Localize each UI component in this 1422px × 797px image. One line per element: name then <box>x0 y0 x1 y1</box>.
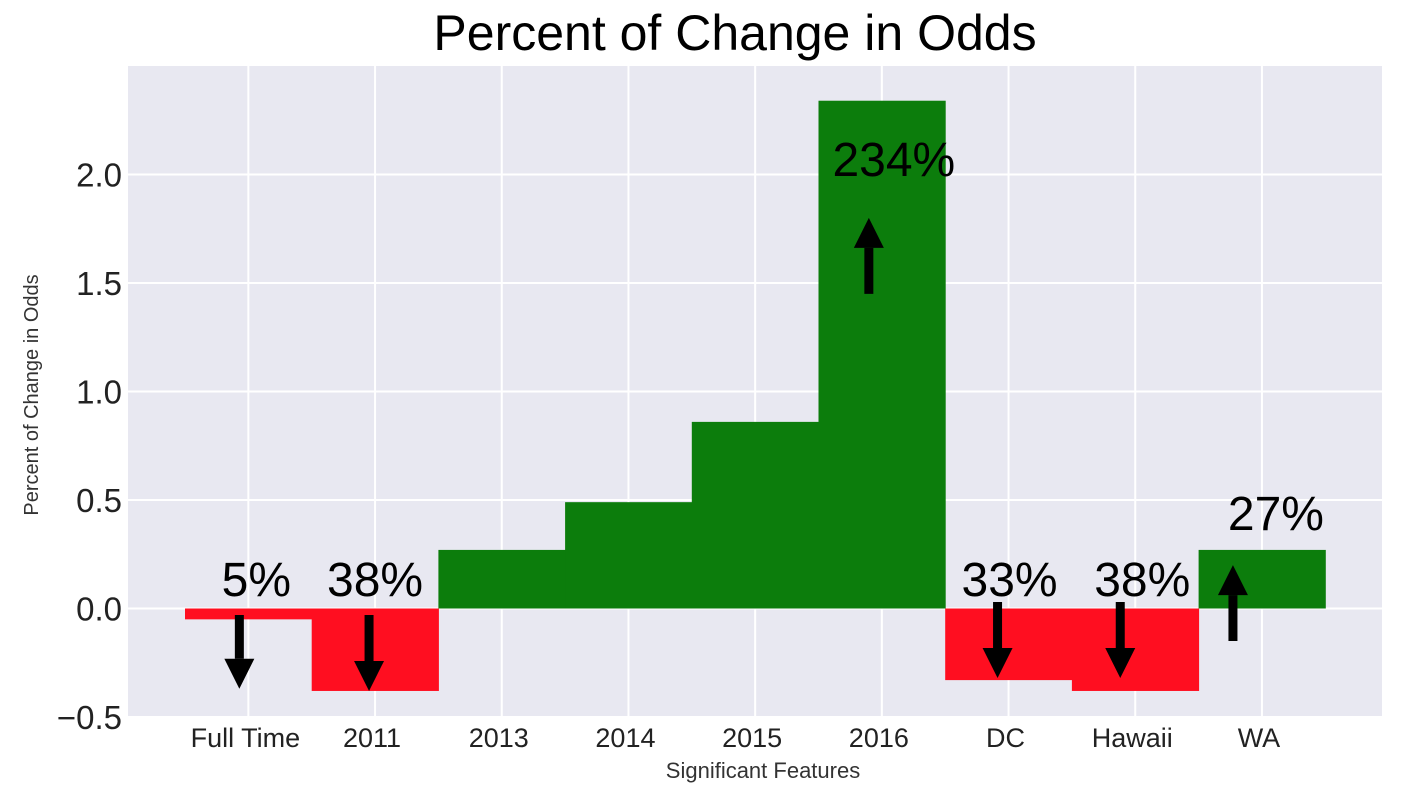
y-tick-label: 2.0 <box>76 157 122 194</box>
bar-wa <box>1198 549 1326 609</box>
x-tick-label: DC <box>986 723 1025 753</box>
y-axis-label: Percent of Change in Odds <box>21 274 43 515</box>
bar-full-time <box>185 608 313 620</box>
chart-title: Percent of Change in Odds <box>433 5 1036 61</box>
annotation-label-wa: 27% <box>1228 488 1324 541</box>
x-tick-label: 2015 <box>722 723 782 753</box>
arrow-down-2011 <box>354 615 385 691</box>
annotation-label-2016: 234% <box>832 134 955 187</box>
bar-2013 <box>438 549 566 609</box>
y-tick-label: 1.0 <box>76 374 122 411</box>
y-ticks: −0.5 0.0 0.5 1.0 1.5 2.0 <box>57 157 122 737</box>
annotation-label-full-time: 5% <box>222 554 291 607</box>
arrow-down-hawaii <box>1105 601 1136 678</box>
bar-2014 <box>565 502 693 609</box>
labels-layer: 5% 38% 234% 33% 38% 27% <box>222 134 1324 607</box>
bars-layer <box>185 100 1326 691</box>
x-tick-label: Hawaii <box>1092 723 1173 753</box>
x-tick-label: 2011 <box>343 723 401 753</box>
bar-dc <box>945 608 1073 681</box>
x-tick-label: WA <box>1238 723 1281 753</box>
y-tick-label: −0.5 <box>57 699 122 736</box>
x-tick-label: 2013 <box>469 723 529 753</box>
x-tick-label: Full Time <box>191 723 301 753</box>
bar-2011 <box>311 608 439 691</box>
annotation-label-hawaii: 38% <box>1094 554 1190 607</box>
bar-hawaii <box>1071 608 1200 691</box>
annotation-label-2011: 38% <box>327 554 423 607</box>
arrows-layer <box>224 217 1248 691</box>
bar-2016 <box>818 100 946 609</box>
arrow-up-2016 <box>853 217 884 294</box>
annotation-label-dc: 33% <box>962 554 1058 607</box>
arrow-down-full-time <box>224 615 255 689</box>
x-tick-label: 2016 <box>849 723 909 753</box>
arrow-down-dc <box>982 601 1013 678</box>
bar-2015 <box>691 421 819 609</box>
x-axis-label: Significant Features <box>666 758 860 783</box>
y-tick-label: 0.0 <box>76 591 122 628</box>
x-ticks: Full Time 2011 2013 2014 2015 2016 DC Hawaii WA <box>191 723 1281 753</box>
arrow-up-wa <box>1217 565 1248 642</box>
y-tick-label: 1.5 <box>76 265 122 302</box>
y-tick-label: 0.5 <box>76 482 122 519</box>
x-tick-label: 2014 <box>595 723 655 753</box>
